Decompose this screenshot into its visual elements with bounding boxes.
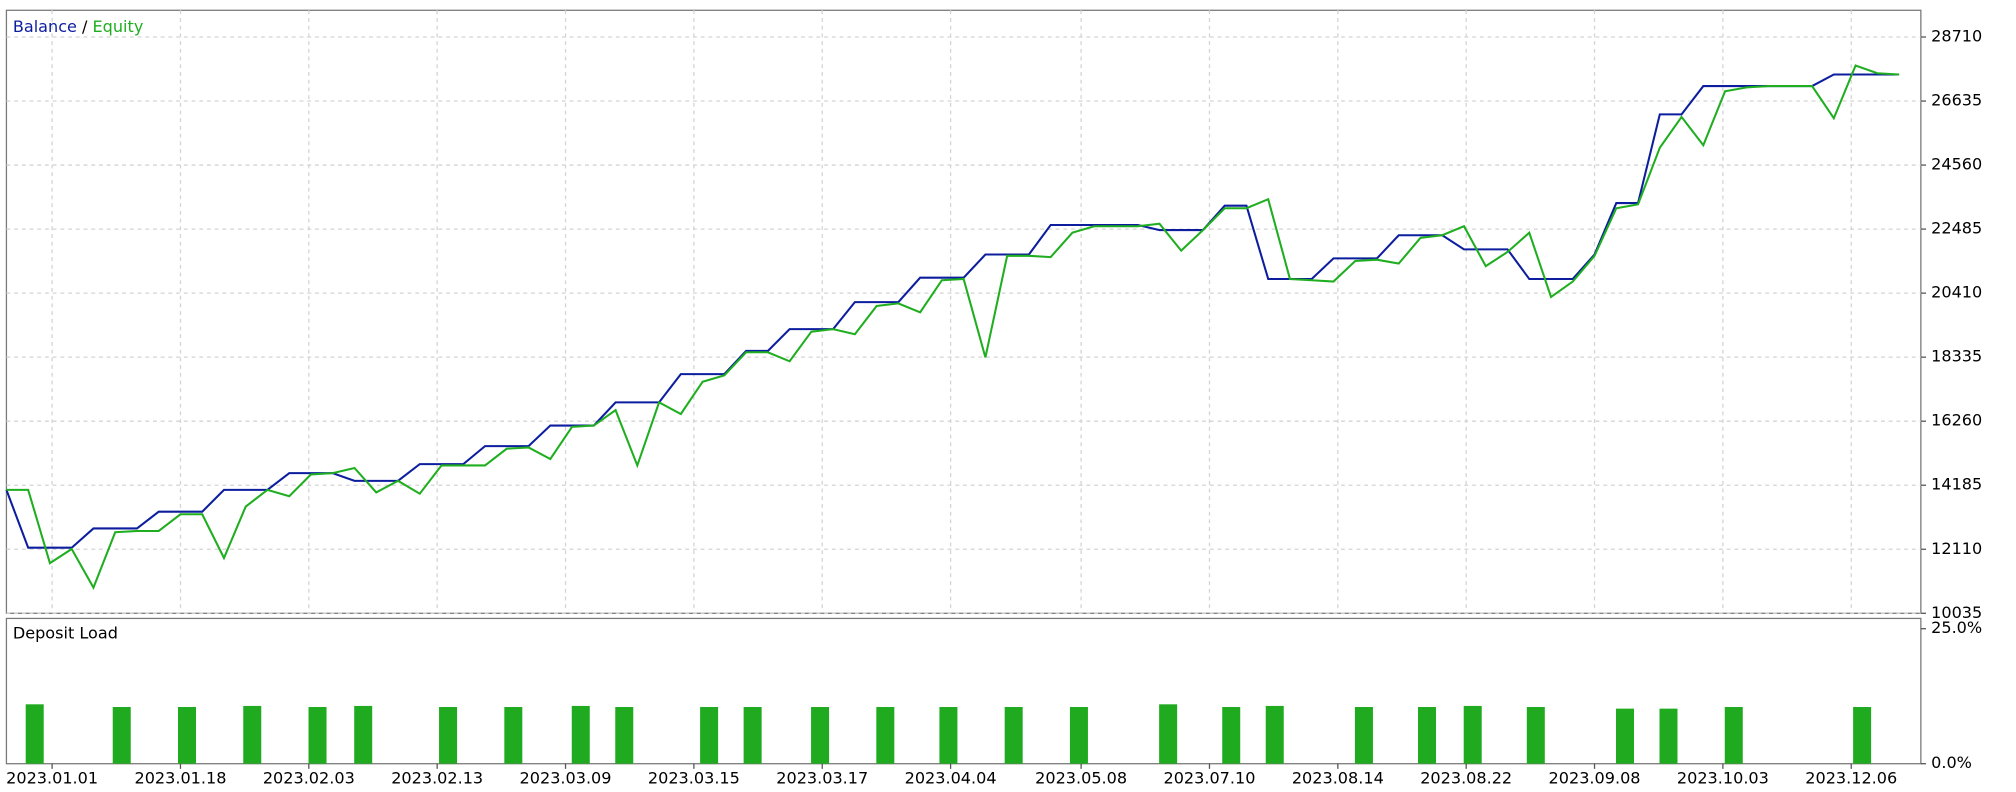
legend-entry: Equity bbox=[93, 17, 144, 36]
x-tick-label: 2023.07.10 bbox=[1163, 769, 1255, 788]
y-tick-label: 12110 bbox=[1931, 539, 1982, 558]
bar bbox=[1069, 707, 1088, 764]
bar bbox=[939, 707, 958, 764]
bar bbox=[439, 707, 458, 764]
legend: Balance / Equity bbox=[13, 17, 144, 36]
bar bbox=[1265, 705, 1284, 764]
load-panel-frame bbox=[5, 617, 1922, 765]
bar bbox=[354, 705, 373, 764]
bar bbox=[1659, 708, 1678, 764]
bar bbox=[112, 707, 131, 764]
bar bbox=[1853, 707, 1872, 764]
legend-separator: / bbox=[77, 17, 93, 36]
x-tick-label: 2023.01.01 bbox=[6, 769, 98, 788]
bar bbox=[743, 707, 762, 764]
x-tick-label: 2023.02.13 bbox=[391, 769, 483, 788]
legend-entry: Balance bbox=[13, 17, 77, 36]
y-tick-label: 22485 bbox=[1931, 219, 1982, 238]
x-tick-label: 2023.02.03 bbox=[263, 769, 355, 788]
bar bbox=[243, 705, 262, 764]
x-tick-label: 2023.09.08 bbox=[1549, 769, 1641, 788]
series-line bbox=[6, 64, 1900, 590]
bar bbox=[1159, 704, 1178, 764]
y-tick-label: 26635 bbox=[1931, 91, 1982, 110]
y-tick-label: 0.0% bbox=[1931, 753, 1972, 772]
bar bbox=[615, 707, 634, 764]
y-tick-label: 20410 bbox=[1931, 283, 1982, 302]
y-tick-label: 28710 bbox=[1931, 27, 1982, 46]
bar bbox=[1418, 707, 1437, 764]
bar bbox=[1463, 705, 1482, 764]
bar bbox=[571, 705, 590, 764]
bar bbox=[700, 707, 719, 764]
x-tick-label: 2023.08.22 bbox=[1420, 769, 1512, 788]
bar bbox=[308, 707, 327, 764]
x-tick-label: 2023.04.04 bbox=[905, 769, 997, 788]
y-tick-label: 18335 bbox=[1931, 347, 1982, 366]
x-tick-label: 2023.08.14 bbox=[1292, 769, 1384, 788]
y-tick-label: 10035 bbox=[1931, 603, 1982, 622]
x-tick-label: 2023.03.17 bbox=[776, 769, 868, 788]
bar bbox=[177, 707, 196, 764]
bar bbox=[504, 707, 523, 764]
bar bbox=[1526, 707, 1545, 764]
x-tick-label: 2023.03.09 bbox=[520, 769, 612, 788]
bar bbox=[1354, 707, 1373, 764]
y-tick-label: 14185 bbox=[1931, 475, 1982, 494]
y-tick-label: 16260 bbox=[1931, 411, 1982, 430]
panel-title: Deposit Load bbox=[13, 623, 118, 642]
x-tick-label: 2023.01.18 bbox=[134, 769, 226, 788]
bar bbox=[25, 704, 44, 764]
bar bbox=[1724, 707, 1743, 764]
bar bbox=[876, 707, 895, 764]
bar bbox=[1222, 707, 1241, 764]
y-tick-label: 24560 bbox=[1931, 155, 1982, 174]
x-tick-label: 2023.12.06 bbox=[1805, 769, 1897, 788]
y-tick-label: 25.0% bbox=[1931, 618, 1982, 637]
bar bbox=[811, 707, 830, 764]
x-tick-label: 2023.03.15 bbox=[648, 769, 740, 788]
bar bbox=[1004, 707, 1023, 764]
x-tick-label: 2023.05.08 bbox=[1035, 769, 1127, 788]
x-tick-label: 2023.10.03 bbox=[1677, 769, 1769, 788]
bar bbox=[1615, 708, 1634, 764]
